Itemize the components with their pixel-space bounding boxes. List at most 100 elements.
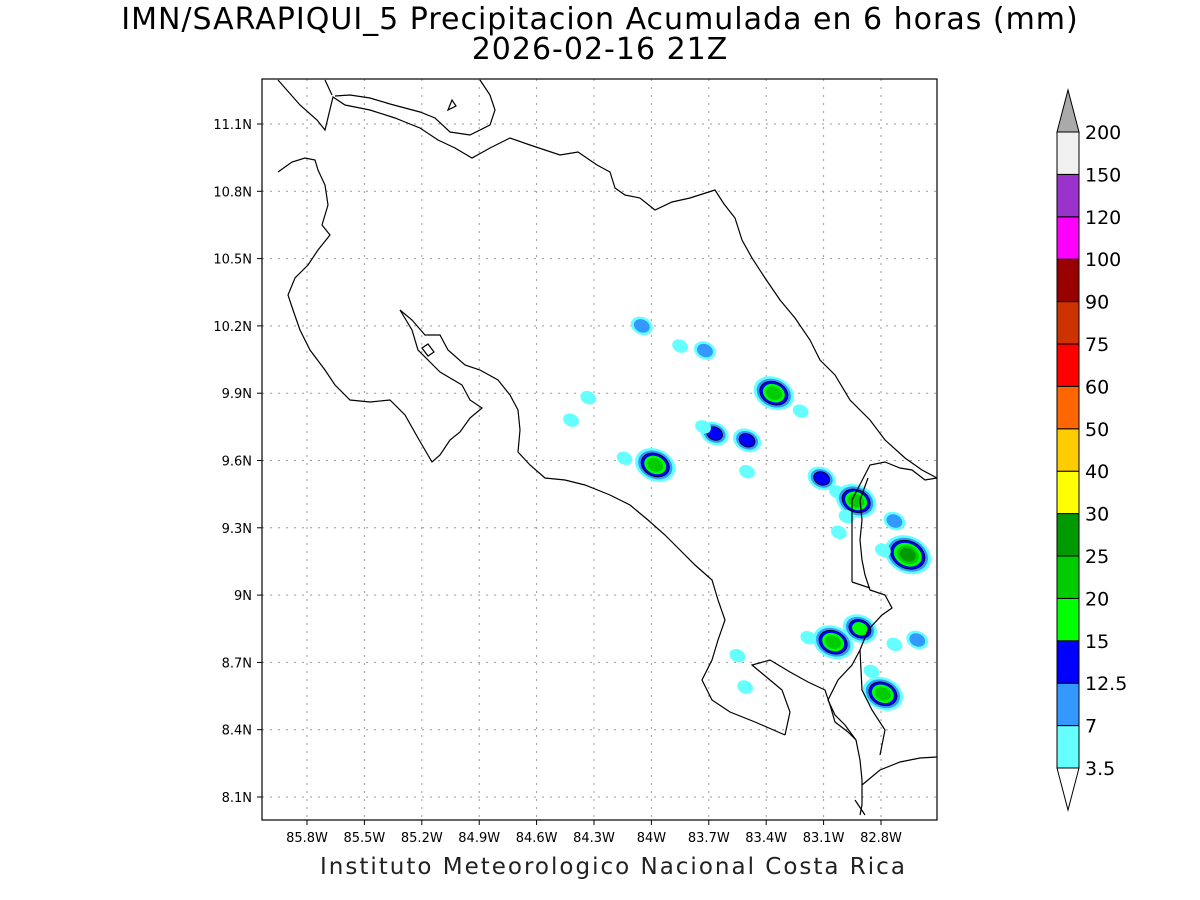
- colorbar-swatch: [1056, 385, 1080, 430]
- precip-cell: [875, 543, 891, 557]
- precip-cell: [906, 630, 929, 650]
- precip-contour: [909, 633, 926, 647]
- colorbar-swatch: [1056, 725, 1080, 769]
- precip-cell: [842, 614, 878, 644]
- colorbar-label: 200: [1085, 122, 1121, 144]
- colorbar-swatch: [1056, 173, 1080, 218]
- lon-tick-label: 85.2W: [401, 831, 443, 846]
- precip-cell: [672, 339, 689, 353]
- precip-contour: [737, 680, 754, 694]
- precip-cell: [863, 664, 880, 679]
- precip-contour: [863, 664, 880, 679]
- precip-cell: [695, 420, 711, 434]
- colorbar-swatch: [1056, 343, 1080, 387]
- lat-tick-label: 10.2N: [213, 320, 252, 335]
- precip-contour: [800, 630, 817, 645]
- lon-tick-label: 84.9W: [458, 831, 500, 846]
- colorbar-top-arrow: [1056, 88, 1080, 133]
- lat-tick-label: 10.8N: [213, 185, 252, 200]
- colorbar-swatch: [1056, 301, 1080, 345]
- precip-cell: [800, 630, 817, 645]
- colorbar-swatch: [1056, 216, 1080, 260]
- latitude-labels: 11.1N 10.8N 10.5N 10.2N 9.9N 9.6N 9.3N 9N 8.7N 8.…: [213, 118, 262, 806]
- lat-tick-label: 8.7N: [222, 656, 252, 671]
- institution-footer: Instituto Meteorologico Nacional Costa R…: [320, 854, 907, 880]
- coastline-borders: [277, 79, 938, 816]
- precip-cell: [830, 525, 847, 540]
- precip-cell: [635, 447, 676, 482]
- precip-contour: [875, 687, 891, 701]
- colorbar-swatch: [1056, 258, 1080, 303]
- golfo-dulce-coastline: [827, 477, 893, 741]
- colorbar-label: 100: [1085, 249, 1121, 271]
- lon-tick-label: 83.4W: [745, 831, 787, 846]
- precip-contour: [875, 543, 891, 557]
- nicoya-peninsula-coastline: [277, 157, 484, 463]
- precip-cell: [792, 404, 809, 418]
- precip-contour: [563, 413, 579, 427]
- precip-cell: [886, 637, 903, 652]
- colorbar-label: 40: [1085, 461, 1109, 483]
- precip-contour: [852, 621, 868, 636]
- precip-cell: [563, 413, 579, 427]
- colorbar-swatch: [1056, 513, 1080, 557]
- precip-contour: [886, 637, 903, 652]
- colorbar-label: 25: [1085, 546, 1109, 568]
- precip-cell: [883, 511, 906, 531]
- precip-contour: [729, 648, 746, 663]
- colorbar-label: 150: [1085, 164, 1121, 186]
- precip-cell: [616, 451, 633, 466]
- precip-cell: [838, 509, 855, 524]
- colorbar-label: 20: [1085, 588, 1109, 610]
- nicaragua-lake-shore: [324, 79, 496, 136]
- precip-contour: [899, 547, 916, 562]
- precip-contour: [647, 458, 664, 472]
- lon-tick-label: 85.8W: [286, 831, 328, 846]
- colorbar-label: 15: [1085, 631, 1109, 653]
- precip-contour: [830, 525, 847, 540]
- precip-contour: [825, 635, 842, 649]
- island-gulf: [421, 343, 435, 357]
- figure-title: IMN/SARAPIQUI_5 Precipitacion Acumulada …: [121, 2, 1079, 37]
- colorbar-swatch: [1056, 428, 1080, 472]
- colorbar-swatch: [1056, 131, 1080, 175]
- lat-tick-label: 10.5N: [213, 253, 252, 268]
- lat-tick-label: 11.1N: [213, 118, 252, 133]
- lat-tick-label: 9N: [234, 589, 252, 604]
- precip-cell: [884, 535, 932, 575]
- lon-tick-label: 84.6W: [516, 831, 558, 846]
- colorbar-swatch: [1056, 555, 1080, 599]
- osa-peninsula-coastline: [750, 659, 857, 741]
- colorbar-label: 3.5: [1085, 758, 1115, 780]
- panama-border: [851, 461, 938, 816]
- lon-tick-label: 82.8W: [860, 831, 902, 846]
- colorbar-label: 7: [1085, 716, 1097, 738]
- precip-cell: [812, 625, 854, 660]
- costa-rica-coastline-caribbean: [277, 79, 938, 479]
- precip-contour: [580, 390, 597, 405]
- precip-contour: [672, 339, 689, 353]
- precip-contour: [886, 514, 903, 528]
- precip-contour: [616, 451, 633, 466]
- lat-tick-label: 8.1N: [222, 791, 252, 806]
- lake-island: [446, 98, 457, 112]
- precip-cell: [753, 376, 795, 411]
- precip-contour: [695, 420, 711, 434]
- precip-cell: [630, 316, 653, 336]
- precipitation-field: [563, 316, 932, 711]
- colorbar-swatch: [1056, 640, 1080, 684]
- lat-tick-label: 8.4N: [222, 724, 252, 739]
- lon-tick-label: 84.3W: [573, 831, 615, 846]
- precip-cell: [693, 341, 716, 360]
- lon-tick-label: 83.1W: [803, 831, 845, 846]
- precip-contour: [697, 343, 713, 358]
- colorbar-label: 75: [1085, 334, 1109, 356]
- colorbar-swatch: [1056, 597, 1080, 642]
- colorbar-label: 12.5: [1085, 673, 1127, 695]
- colorbar-swatch: [1056, 682, 1080, 727]
- precip-contour: [633, 319, 650, 333]
- precip-cell: [733, 428, 762, 453]
- burica-coastline: [855, 739, 938, 816]
- colorbar-swatch: [1056, 470, 1080, 515]
